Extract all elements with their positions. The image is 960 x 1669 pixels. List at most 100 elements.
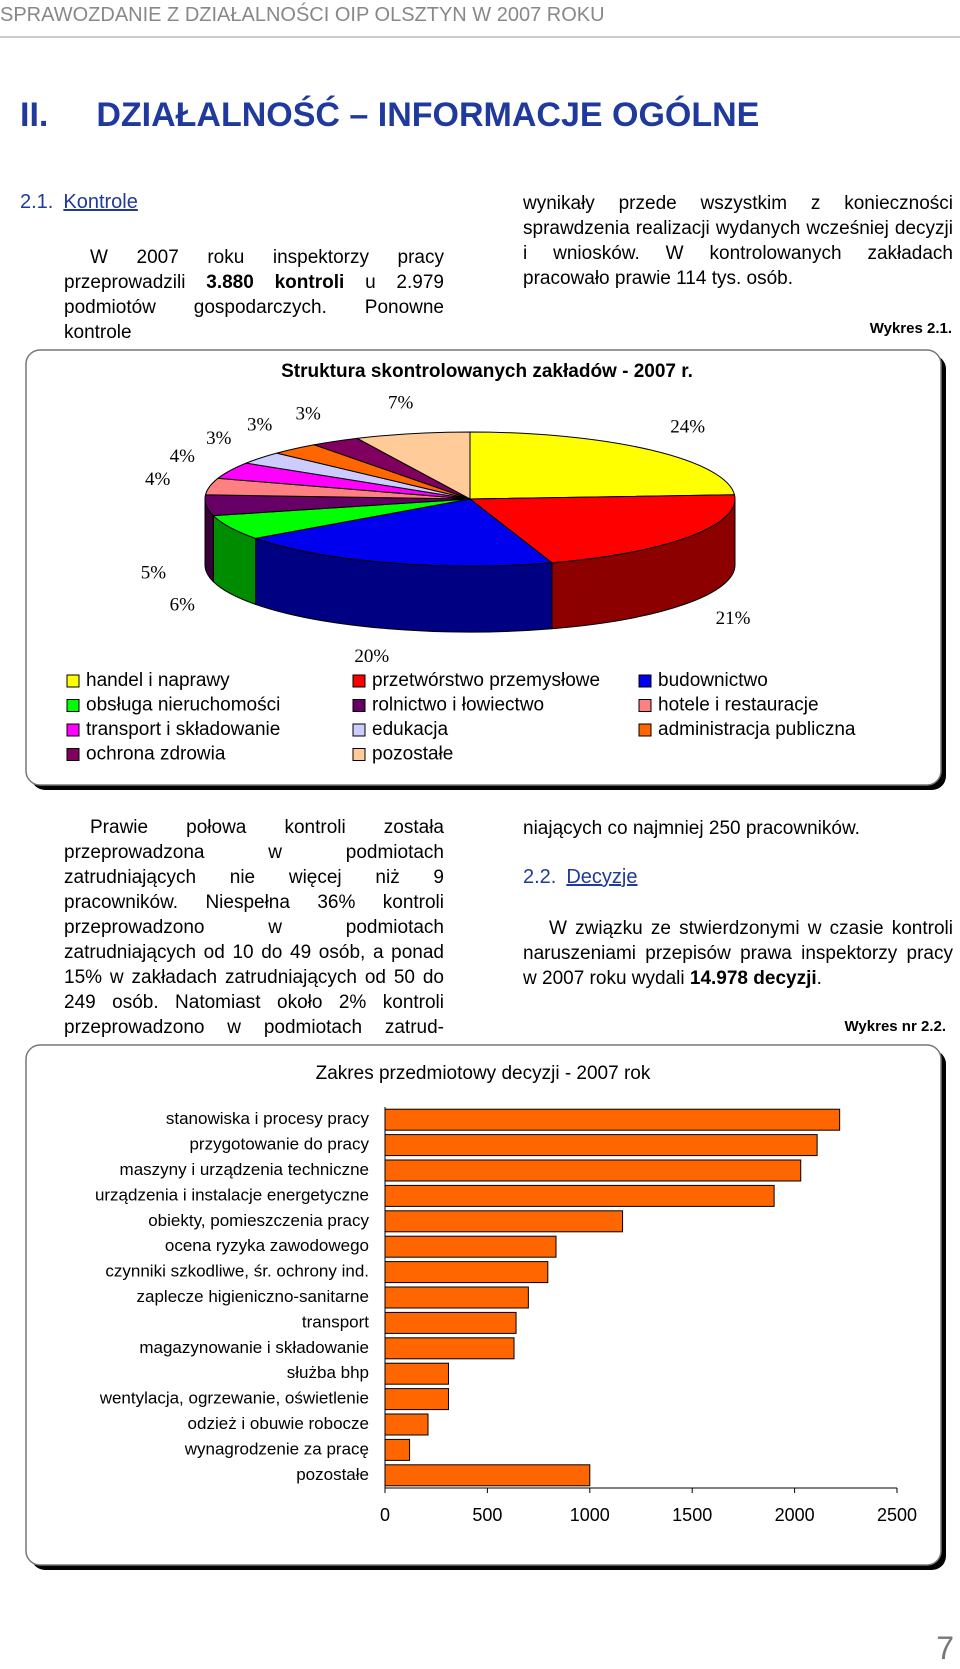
legend-swatch — [66, 723, 80, 737]
y-tick-label: urządzenia i instalacje energetyczne — [95, 1185, 369, 1204]
chart-title: Struktura skontrolowanych zakładów - 200… — [281, 361, 693, 382]
slice — [253, 498, 554, 567]
bar — [384, 1134, 818, 1157]
value-label: 21% — [716, 608, 751, 629]
slice — [469, 431, 736, 500]
paragraph: Prawie połowa kontroli została przeprowa… — [64, 817, 444, 1038]
running-title: SPRAWOZDANIE Z DZIAŁALNOŚCI OIP OLSZTYN … — [0, 4, 605, 26]
y-tick-label: przygotowanie do pracy — [189, 1135, 369, 1154]
value-label: 5% — [141, 563, 167, 584]
legend-label: budownictwo — [658, 670, 768, 691]
value-label: 4% — [145, 469, 171, 490]
legend-label: handel i naprawy — [86, 670, 230, 691]
bar — [384, 1362, 449, 1385]
value-label: 20% — [354, 646, 389, 667]
text: W 2007 roku inspektorzy pracy przeprowad… — [64, 247, 444, 293]
y-tick-label: obiekty, pomieszczenia pracy — [148, 1211, 369, 1230]
legend-label: przetwórstwo przemysłowe — [372, 670, 600, 691]
value-label: 3% — [247, 414, 273, 435]
text: u 2.979 podmiotów gospodarczych. Ponowne… — [64, 272, 444, 343]
section-title: Decyzje — [566, 866, 638, 888]
chapter-heading: II. DZIAŁALNOŚĆ – INFORMACJE OGÓLNE — [20, 96, 759, 135]
value-label: 7% — [388, 393, 414, 414]
value-label: 3% — [295, 404, 321, 425]
value-label: 24% — [670, 417, 705, 438]
paragraph: wynikały przede wszystkim z konieczności… — [523, 193, 953, 289]
legend-swatch — [352, 674, 366, 688]
chapter-number: II. — [20, 96, 49, 134]
bar — [384, 1235, 557, 1258]
legend-label: transport i składowanie — [86, 719, 280, 740]
value-label: 4% — [170, 446, 196, 467]
legend-swatch — [638, 699, 652, 712]
paragraph: W związku ze stwierdzonymi w czasie kont… — [523, 916, 953, 991]
value-label: 6% — [170, 595, 196, 616]
legend-swatch — [638, 674, 652, 688]
x-tick-label: 2000 — [775, 1505, 815, 1525]
figure-label: Wykres 2.1. — [869, 320, 952, 337]
paragraph: W 2007 roku inspektorzy pracy przeprowad… — [64, 245, 444, 345]
y-tick-label: magazynowanie i składowanie — [139, 1338, 369, 1357]
slice — [355, 431, 471, 500]
bar — [384, 1438, 411, 1461]
section-heading: 2.1. Kontrole — [20, 191, 138, 214]
bar — [384, 1388, 449, 1411]
y-tick-label: pozostałe — [296, 1465, 369, 1484]
bar — [384, 1311, 517, 1334]
bar — [384, 1108, 841, 1131]
x-tick-label: 500 — [472, 1505, 502, 1525]
y-tick-label: służba bhp — [287, 1363, 369, 1382]
bar — [384, 1210, 624, 1233]
slice — [468, 494, 736, 564]
y-tick-label: zaplecze higieniczno-sanitarne — [137, 1287, 369, 1306]
section-number: 2.1. — [20, 191, 54, 213]
legend-swatch — [66, 748, 80, 761]
bar — [384, 1337, 515, 1360]
legend-label: pozostałe — [372, 744, 453, 765]
value-label: 3% — [206, 428, 232, 449]
text: . — [816, 968, 822, 989]
section-heading: 2.2. Decyzje — [523, 866, 638, 889]
legend-swatch — [66, 699, 80, 712]
y-tick-label: transport — [302, 1312, 369, 1331]
bar — [384, 1184, 775, 1207]
y-tick-label: maszyny i urządzenia techniczne — [120, 1160, 369, 1179]
y-tick-label: wynagrodzenie za pracę — [184, 1439, 369, 1458]
y-tick-label: wentylacja, ogrzewanie, oświetlenie — [99, 1389, 369, 1408]
chapter-title: DZIAŁALNOŚĆ – INFORMACJE OGÓLNE — [96, 96, 760, 134]
y-tick-label: stanowiska i procesy pracy — [166, 1109, 370, 1128]
x-tick-label: 1000 — [570, 1505, 610, 1525]
page-number: 7 — [936, 1630, 954, 1666]
bold-text: 14.978 decyzji — [689, 968, 817, 989]
bar — [384, 1413, 429, 1436]
legend-swatch — [352, 748, 366, 761]
legend-label: hotele i restauracje — [658, 695, 819, 716]
text: W związku ze stwierdzonymi w czasie kont… — [523, 918, 953, 989]
bar — [384, 1286, 529, 1309]
legend-label: edukacja — [372, 719, 448, 740]
legend-swatch — [352, 723, 366, 737]
legend-swatch — [352, 699, 366, 712]
y-tick-label: odzież i obuwie robocze — [188, 1414, 369, 1433]
x-tick-label: 2500 — [877, 1505, 917, 1525]
y-tick-label: czynniki szkodliwe, śr. ochrony ind. — [105, 1262, 369, 1281]
bar — [384, 1464, 591, 1487]
legend-label: obsługa nieruchomości — [86, 695, 280, 716]
section-title: Kontrole — [63, 191, 138, 213]
figure-label: Wykres nr 2.2. — [844, 1018, 946, 1035]
legend-label: rolnictwo i łowiectwo — [372, 695, 544, 716]
legend-swatch — [638, 723, 652, 737]
paragraph: niających co najmniej 250 pracowników. — [523, 818, 860, 839]
bar — [384, 1159, 802, 1182]
legend-label: ochrona zdrowia — [86, 744, 226, 765]
x-tick-label: 1500 — [672, 1505, 712, 1525]
chart-title: Zakres przedmiotowy decyzji - 2007 rok — [316, 1063, 651, 1084]
legend-swatch — [66, 674, 80, 688]
bold-text: 3.880 kontroli — [206, 272, 345, 293]
y-tick-label: ocena ryzyka zawodowego — [165, 1236, 369, 1255]
legend-label: administracja publiczna — [658, 719, 856, 740]
bar — [384, 1261, 549, 1284]
section-number: 2.2. — [523, 866, 557, 888]
